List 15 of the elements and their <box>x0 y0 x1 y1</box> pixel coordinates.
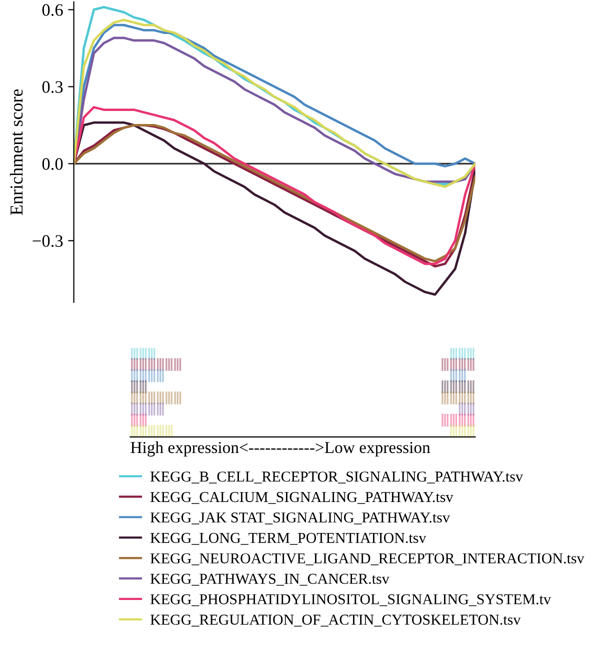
legend-label: KEGG_LONG_TERM_POTENTIATION.tsv <box>150 532 426 545</box>
legend-label: KEGG_PATHWAYS_IN_CANCER.tsv <box>150 574 390 586</box>
legend-label: KEGG_REGULATION_OF_ACTIN_CYTOSKELETON.tsv <box>150 614 521 627</box>
legend-label: KEGG_B_CELL_RECEPTOR_SIGNALING_PATHWAY.tsv <box>150 472 523 484</box>
y-tick-label: −0.3 <box>32 235 63 247</box>
legend-label: KEGG_CALCIUM_SIGNALING_PATHWAY.tsv <box>150 492 454 504</box>
y-tick-label: 0.3 <box>42 81 63 93</box>
line-series <box>74 121 476 296</box>
legend-label: KEGG_PHOSPHATIDYLINOSITOL_SIGNALING_SYSTEM.tv <box>150 594 551 606</box>
y-axis-title: Enrichment score <box>10 89 23 216</box>
legend-label: KEGG_NEUROACTIVE_LIGAND_RECEPTOR_INTERACTION.tsv <box>150 553 584 566</box>
y-tick-label: 0.0 <box>42 158 63 170</box>
y-tick-label: 0.6 <box>42 4 63 16</box>
text: High expression<------------>Low expression <box>130 441 430 457</box>
legend-label: KEGG_JAK STAT_SIGNALING_PATHWAY.tsv <box>150 512 450 524</box>
